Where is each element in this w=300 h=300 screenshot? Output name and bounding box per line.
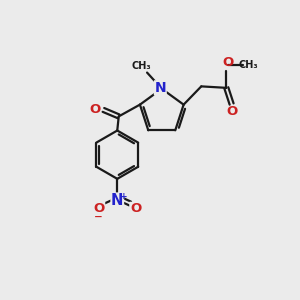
Text: +: + xyxy=(120,192,127,201)
Text: O: O xyxy=(90,103,101,116)
Text: N: N xyxy=(111,193,124,208)
Text: O: O xyxy=(130,202,141,215)
Text: N: N xyxy=(154,81,166,95)
Text: O: O xyxy=(93,202,105,215)
Text: CH₃: CH₃ xyxy=(238,61,258,70)
Text: O: O xyxy=(226,106,237,118)
Text: CH₃: CH₃ xyxy=(132,61,152,71)
Text: −: − xyxy=(94,212,103,222)
Text: O: O xyxy=(222,56,233,69)
